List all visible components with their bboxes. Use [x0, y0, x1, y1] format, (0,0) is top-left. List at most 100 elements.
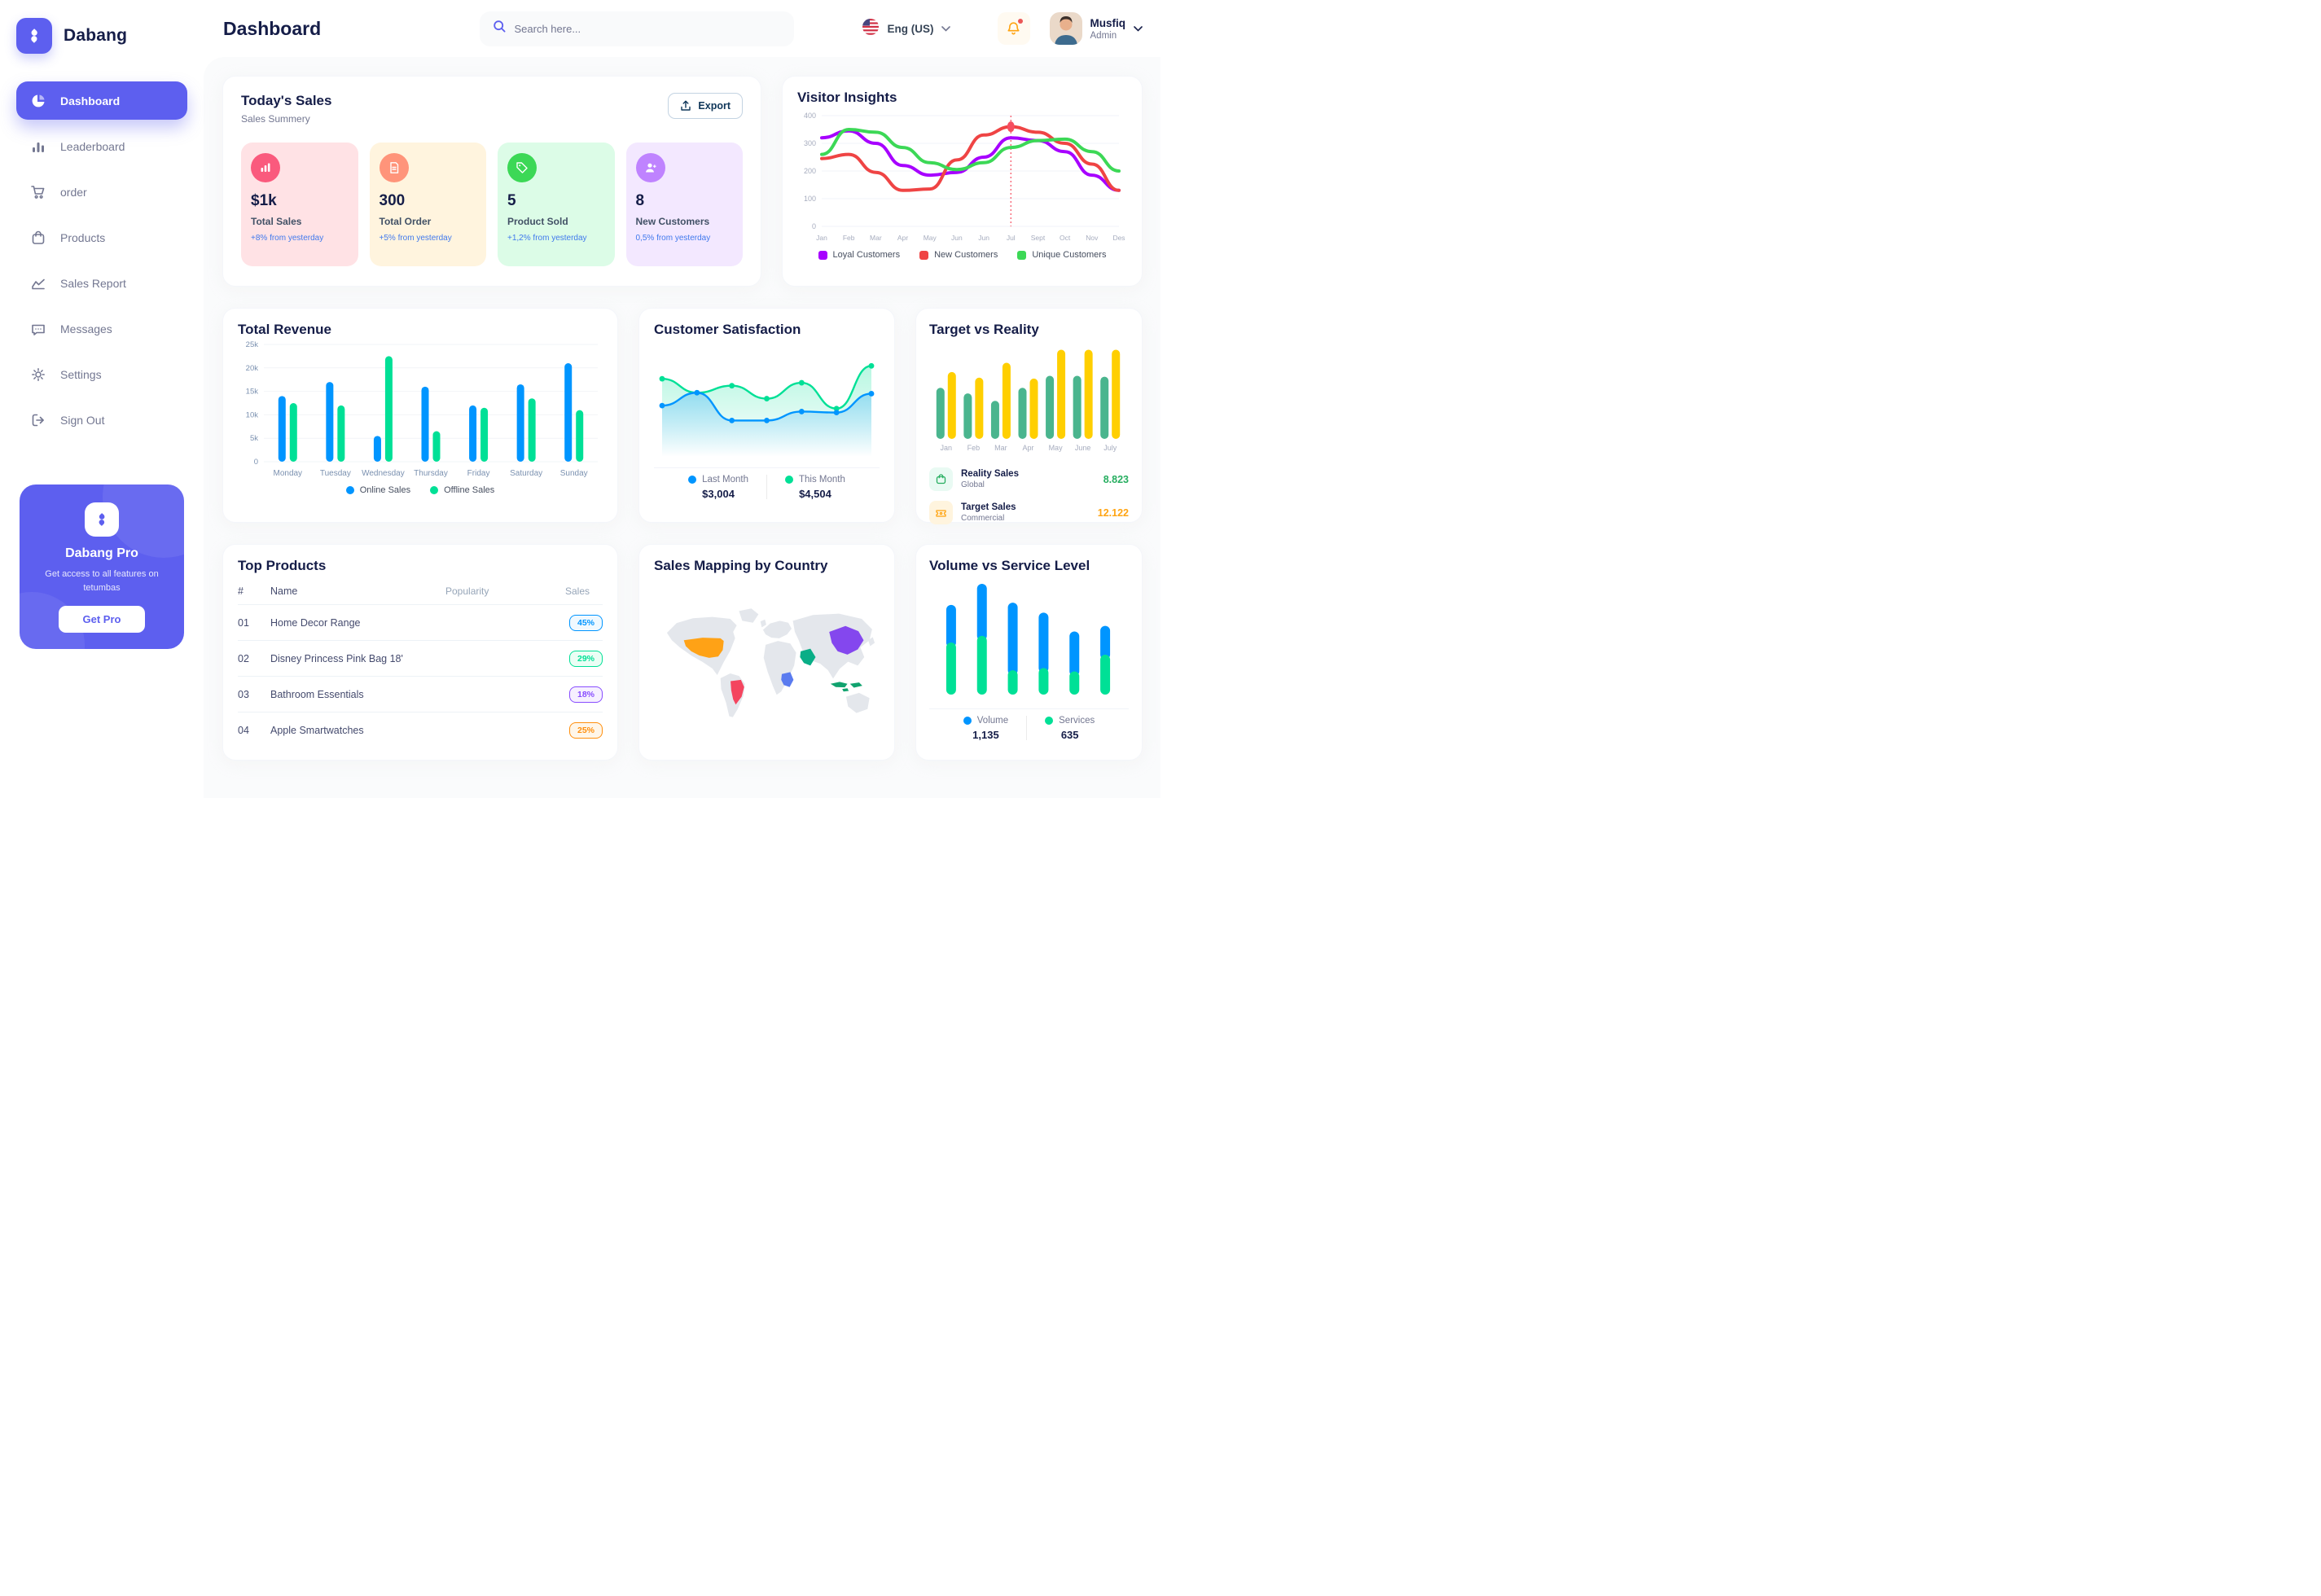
total-revenue-legend: Online Sales Offline Sales: [238, 485, 603, 495]
sidebar-item-sign-out[interactable]: Sign Out: [16, 401, 187, 439]
export-label: Export: [698, 100, 731, 112]
pro-logo-icon: [85, 502, 119, 537]
us-flag-icon: [861, 17, 880, 41]
profile-text: Musfiq Admin: [1090, 17, 1126, 41]
product-name: Bathroom Essentials: [270, 688, 364, 700]
line-chart-icon: [29, 274, 47, 292]
sidebar-item-messages[interactable]: Messages: [16, 309, 187, 348]
map-saudi-arabia: [800, 648, 816, 666]
customer-satisfaction-chart: [659, 362, 875, 457]
sidebar-item-dashboard[interactable]: Dashboard: [16, 81, 187, 120]
pro-upsell-card: Dabang Pro Get access to all features on…: [20, 484, 184, 649]
legend-label: Unique Customers: [1032, 250, 1107, 260]
cart-icon: [29, 183, 47, 201]
legend-sublabel: Global: [961, 480, 985, 489]
total-revenue-card: Total Revenue 0 5k 10k 15k 20k 25k Monday Tuesd…: [222, 308, 618, 523]
sidebar-item-sales-report[interactable]: Sales Report: [16, 264, 187, 302]
legend-label: Volume: [976, 716, 1009, 726]
reality-sales-row: Reality Sales Global 8.823: [929, 467, 1129, 491]
stat-delta: +1,2% from yesterday: [507, 234, 587, 243]
divider: [766, 475, 767, 499]
svg-text:Des: Des: [1112, 234, 1125, 242]
sidebar-item-label: Leaderboard: [60, 139, 125, 153]
total-revenue-title: Total Revenue: [238, 322, 331, 337]
sidebar-item-settings[interactable]: Settings: [16, 355, 187, 393]
sidebar-item-leaderboard[interactable]: Leaderboard: [16, 127, 187, 165]
language-selector[interactable]: Eng (US): [861, 17, 950, 41]
sidebar-item-products[interactable]: Products: [16, 218, 187, 256]
svg-text:Feb: Feb: [843, 234, 855, 242]
notifications-button[interactable]: [997, 12, 1030, 45]
order-file-icon: [379, 153, 409, 182]
legend-swatch: [963, 717, 972, 725]
map-indonesia: [830, 682, 862, 692]
brand-name: Dabang: [64, 26, 128, 45]
stat-delta: +5% from yesterday: [379, 234, 452, 243]
svg-text:Sept: Sept: [1031, 234, 1046, 242]
tag-icon: [507, 153, 537, 182]
message-icon: [29, 320, 47, 338]
todays-sales-card: Today's Sales Sales Summery Export $1k T: [222, 76, 761, 287]
pie-chart-icon: [29, 92, 47, 110]
legend-swatch: [818, 250, 827, 260]
customer-satisfaction-card: Customer Satisfaction Last Month $3,004 …: [638, 308, 895, 523]
sidebar: Dabang Dashboard Leaderboard order: [0, 0, 204, 798]
bell-icon: [1007, 21, 1020, 34]
stat-label: Total Order: [379, 216, 432, 227]
stat-label: Total Sales: [251, 216, 302, 227]
svg-text:Tuesday: Tuesday: [320, 469, 351, 478]
bar-chart-icon: [29, 138, 47, 156]
visitor-insights-card: Visitor Insights 0 100 200 300 400 Jan Feb Mar A…: [782, 76, 1143, 287]
sidebar-item-label: Products: [60, 230, 106, 244]
volume-service-chart: [946, 584, 1111, 695]
map-brazil: [731, 679, 744, 705]
svg-text:0: 0: [812, 222, 816, 230]
legend-swatch: [1017, 250, 1027, 260]
table-row: 01 Home Decor Range 45%: [238, 605, 603, 641]
product-name: Home Decor Range: [270, 616, 361, 629]
stat-value: 5: [507, 192, 516, 209]
pro-subtitle: Get access to all features on tetumbas: [45, 569, 159, 593]
sidebar-item-label: Messages: [60, 322, 112, 335]
legend-label: Target Sales: [961, 502, 1016, 512]
stat-new-customers: 8 New Customers 0,5% from yesterday: [625, 142, 743, 266]
stat-cards: $1k Total Sales +8% from yesterday 300 T…: [241, 142, 743, 266]
svg-text:300: 300: [804, 139, 816, 147]
svg-text:July: July: [1103, 444, 1117, 452]
svg-text:5k: 5k: [250, 434, 258, 443]
svg-text:15k: 15k: [246, 388, 259, 397]
svg-text:Mar: Mar: [870, 234, 882, 242]
svg-text:Apr: Apr: [1022, 444, 1033, 452]
svg-text:Jan: Jan: [816, 234, 827, 242]
avatar: [1049, 12, 1082, 45]
table-row: 04 Apple Smartwatches 25%: [238, 712, 603, 748]
export-button[interactable]: Export: [668, 93, 743, 119]
target-vs-reality-title: Target vs Reality: [929, 322, 1039, 337]
search-input[interactable]: [514, 22, 781, 35]
page-title: Dashboard: [223, 17, 322, 39]
svg-text:Monday: Monday: [273, 469, 302, 478]
legend-swatch: [919, 250, 929, 260]
stat-total-order: 300 Total Order +5% from yesterday: [369, 142, 486, 266]
sales-badge: 29%: [568, 650, 603, 667]
row-1: Today's Sales Sales Summery Export $1k T: [222, 76, 1143, 287]
sidebar-item-label: Sign Out: [60, 413, 105, 427]
svg-text:May: May: [1049, 444, 1064, 452]
legend-label: Loyal Customers: [832, 250, 901, 260]
visitor-insights-legend: Loyal Customers New Customers Unique Cus…: [797, 250, 1127, 260]
stat-value: 300: [379, 192, 406, 209]
customer-satisfaction-legend: Last Month $3,004 This Month $4,504: [654, 475, 880, 500]
svg-text:10k: 10k: [246, 410, 259, 419]
sidebar-item-order[interactable]: order: [16, 173, 187, 211]
get-pro-button[interactable]: Get Pro: [58, 606, 146, 633]
stat-total-sales: $1k Total Sales +8% from yesterday: [241, 142, 358, 266]
target-sales-row: Target Sales Commercial 12.122: [929, 501, 1129, 524]
top-products-title: Top Products: [238, 558, 327, 573]
search-bar: [479, 11, 794, 46]
bag-icon: [929, 467, 953, 491]
profile-menu[interactable]: Musfiq Admin: [1049, 12, 1143, 45]
svg-text:Wednesday: Wednesday: [362, 469, 405, 478]
legend-value: 8.823: [1103, 473, 1129, 485]
product-name: Apple Smartwatches: [270, 725, 364, 736]
table-row: 02 Disney Princess Pink Bag 18' 29%: [238, 641, 603, 677]
